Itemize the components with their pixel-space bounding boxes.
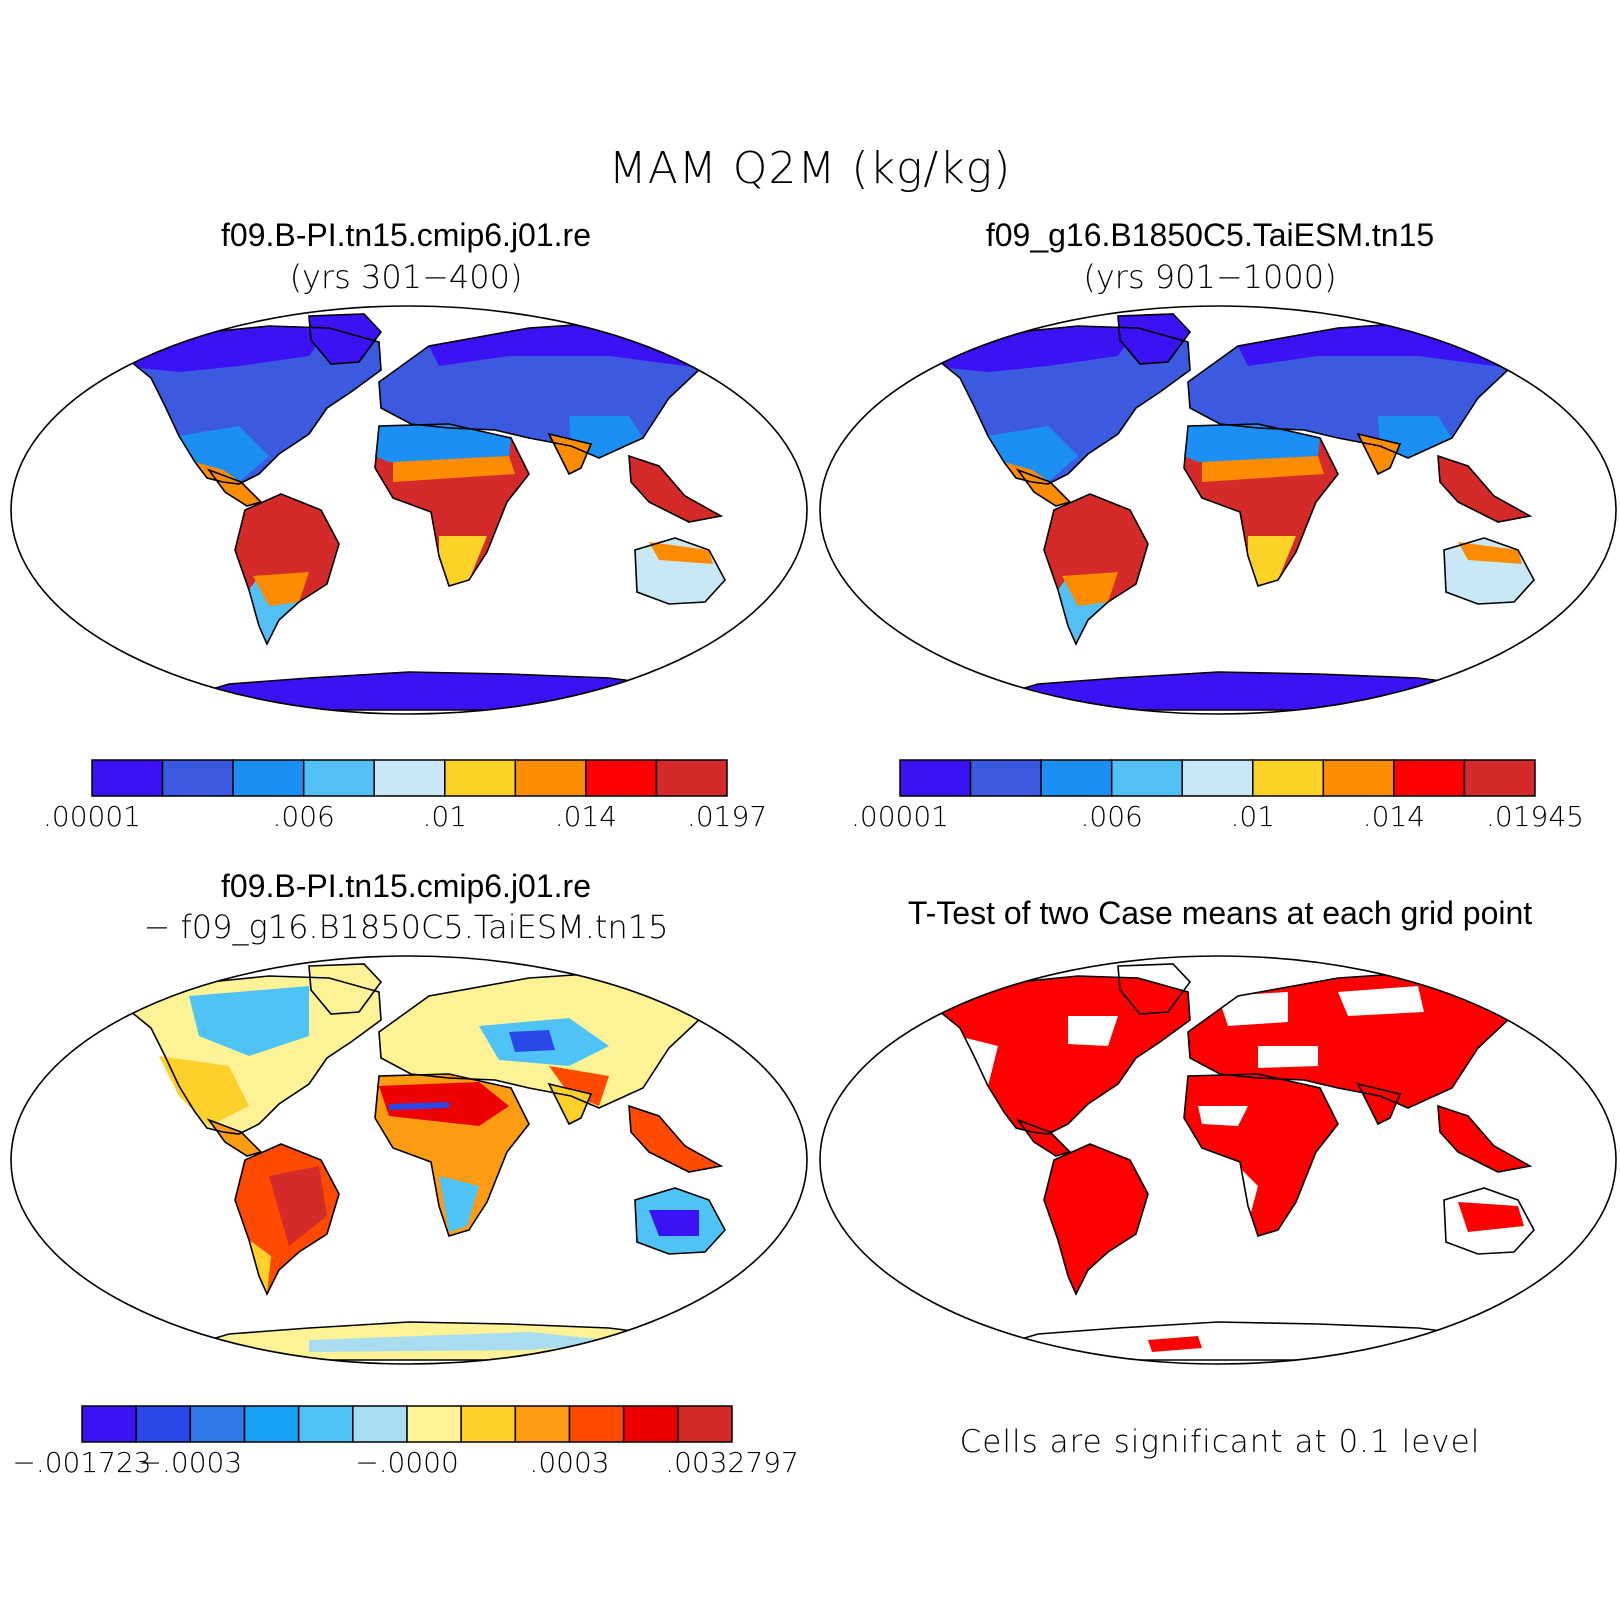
- colorbar-2: [899, 759, 1536, 797]
- panel-3-title: f09.B-PI.tn15.cmip6.j01.re: [221, 868, 591, 904]
- colorbar-swatch: [1110, 759, 1183, 797]
- colorbar-swatch: [1322, 759, 1395, 797]
- colorbar-tick-label: .0003: [529, 1446, 610, 1479]
- colorbar-swatch: [1040, 759, 1113, 797]
- panel-4-title: T-Test of two Case means at each grid po…: [907, 895, 1533, 931]
- colorbar-tick-label: .00001: [851, 800, 949, 833]
- panel-2-title: f09_g16.B1850C5.TaiESM.tn15: [985, 217, 1435, 253]
- colorbar-swatch: [91, 759, 164, 797]
- colorbar-swatch: [444, 759, 517, 797]
- colorbar-swatch: [1181, 759, 1254, 797]
- colorbar-1: [91, 759, 728, 797]
- colorbar-swatch: [373, 759, 446, 797]
- colorbar-swatch: [302, 759, 375, 797]
- colorbar-swatch: [189, 1405, 246, 1443]
- colorbar-tick-label: .006: [1080, 800, 1143, 833]
- map-border: [10, 955, 808, 1365]
- colorbar-tick-label: .006: [272, 800, 335, 833]
- colorbar-tick-label: .014: [1362, 800, 1426, 833]
- difference-field: [119, 964, 725, 1360]
- colorbar-swatch: [161, 759, 234, 797]
- colorbar-swatch: [460, 1405, 517, 1443]
- map-border: [10, 305, 808, 715]
- panel-1-subtitle: (yrs 301−400): [289, 258, 523, 296]
- map-panel-3: [10, 955, 808, 1365]
- colorbar-swatch: [81, 1405, 137, 1443]
- colorbar-swatch: [1393, 759, 1466, 797]
- colorbar-tick-label: .00001: [43, 800, 141, 833]
- map-border: [819, 305, 1617, 715]
- colorbar-swatch: [514, 759, 587, 797]
- map-panel-4: [819, 955, 1617, 1365]
- panel-3-subtitle: − f09_g16.B1850C5.TaiESM.tn15: [143, 908, 669, 946]
- colorbar-tick-label: −.0003: [138, 1446, 243, 1479]
- significance-field: [928, 970, 1534, 1352]
- panel-2-subtitle: (yrs 901−1000): [1083, 258, 1337, 296]
- colorbar-tick-label: .014: [554, 800, 618, 833]
- colorbar-tick-label: .01945: [1486, 800, 1584, 833]
- colorbar-swatch: [406, 1405, 462, 1443]
- colorbar-swatch: [352, 1405, 408, 1443]
- map-panel-2: [819, 305, 1617, 715]
- significance-note: Cells are significant at 0.1 level: [959, 1424, 1481, 1460]
- colorbar-swatch: [899, 759, 972, 797]
- map-panel-1: [10, 305, 808, 715]
- colorbar-swatch: [514, 1405, 571, 1443]
- colorbar-swatch: [969, 759, 1042, 797]
- colorbar-swatch: [232, 759, 305, 797]
- colorbar-swatch: [655, 759, 728, 797]
- panel-1-title: f09.B-PI.tn15.cmip6.j01.re: [221, 217, 591, 253]
- colorbar-swatch: [135, 1405, 192, 1443]
- colorbar-swatch: [585, 759, 658, 797]
- colorbar-tick-label: .01: [422, 800, 468, 833]
- figure-title: MAM Q2M (kg/kg): [608, 143, 1012, 194]
- colorbar-tick-label: −.001723: [12, 1446, 152, 1479]
- colorbar-tick-label: .0197: [686, 800, 768, 833]
- colorbar-tick-label: .0032797: [665, 1446, 799, 1479]
- colorbar-swatch: [1463, 759, 1536, 797]
- colorbar-swatch: [297, 1405, 354, 1443]
- colorbar-swatch: [1252, 759, 1325, 797]
- map-border: [819, 955, 1617, 1365]
- colorbar-tick-label: −.0000: [355, 1446, 459, 1479]
- colorbar-tick-label: .01: [1230, 800, 1276, 833]
- colorbar-swatch: [568, 1405, 625, 1443]
- colorbar-swatch: [622, 1405, 679, 1443]
- colorbar-3: [81, 1405, 733, 1443]
- colorbar-swatch: [243, 1405, 300, 1443]
- colorbar-swatch: [677, 1405, 733, 1443]
